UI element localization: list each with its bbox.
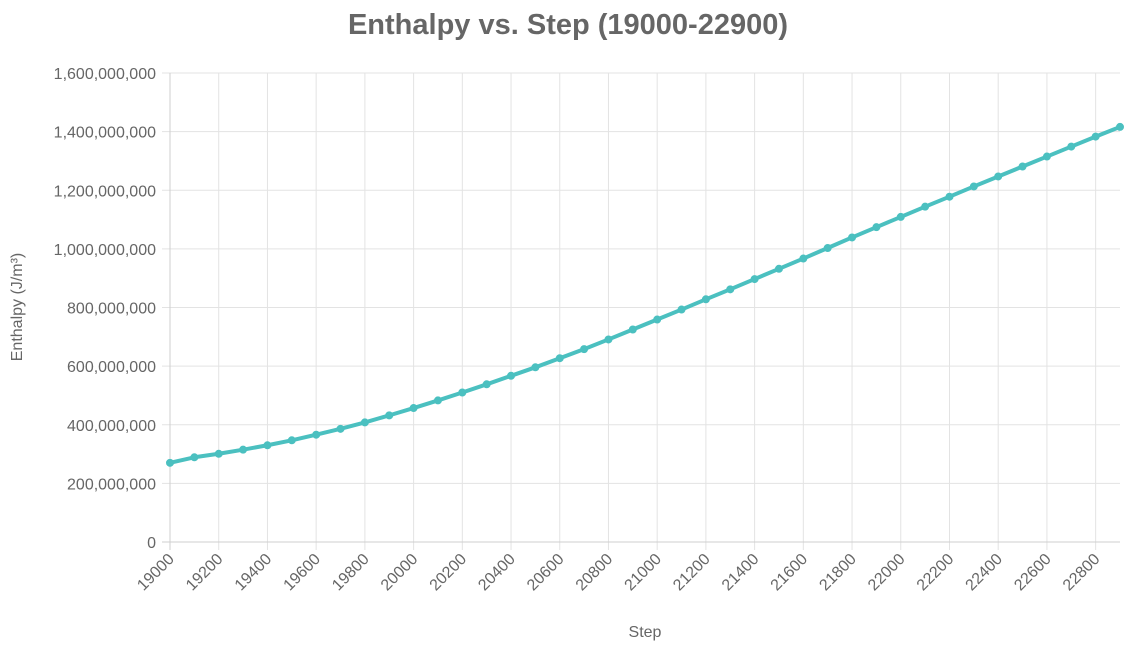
x-tick-label: 21200 — [670, 551, 714, 595]
data-point[interactable] — [336, 424, 345, 433]
x-tick-label: 20000 — [378, 551, 422, 595]
x-tick-label: 21400 — [719, 551, 763, 595]
y-tick-label: 1,600,000,000 — [54, 66, 156, 83]
data-point[interactable] — [726, 285, 735, 294]
y-tick-label: 0 — [147, 535, 156, 552]
x-tick-label: 19400 — [232, 551, 276, 595]
axes — [162, 73, 1120, 550]
data-point[interactable] — [1042, 152, 1051, 161]
x-tick-label: 19000 — [134, 551, 178, 595]
data-point[interactable] — [994, 172, 1003, 181]
y-tick-label: 400,000,000 — [67, 418, 156, 435]
data-point[interactable] — [263, 441, 272, 450]
data-point[interactable] — [848, 233, 857, 242]
data-point[interactable] — [482, 380, 491, 389]
data-point[interactable] — [921, 202, 930, 211]
x-tick-label: 22000 — [865, 551, 909, 595]
data-point[interactable] — [458, 388, 467, 397]
data-point[interactable] — [604, 335, 613, 344]
data-point[interactable] — [507, 371, 516, 380]
x-tick-label: 19800 — [329, 551, 373, 595]
data-point[interactable] — [433, 396, 442, 405]
y-axis-label: Enthalpy (J/m³) — [9, 253, 26, 361]
data-point[interactable] — [1067, 142, 1076, 151]
data-point[interactable] — [1116, 122, 1124, 131]
data-point[interactable] — [166, 458, 174, 467]
y-tick-label: 200,000,000 — [67, 476, 156, 493]
y-tick-labels: 0 200,000,000 400,000,000 600,000,000 800,00… — [54, 66, 156, 552]
x-tick-label: 22600 — [1011, 551, 1055, 595]
data-point[interactable] — [190, 453, 199, 462]
data-point[interactable] — [409, 404, 418, 413]
data-point[interactable] — [385, 411, 394, 420]
data-point[interactable] — [945, 192, 954, 201]
series-enthalpy — [166, 122, 1124, 467]
data-point[interactable] — [750, 275, 759, 284]
data-point[interactable] — [239, 445, 248, 454]
data-point[interactable] — [555, 354, 564, 363]
data-point[interactable] — [653, 315, 662, 324]
x-tick-label: 20800 — [573, 551, 617, 595]
x-tick-label: 20200 — [427, 551, 471, 595]
data-point[interactable] — [823, 243, 832, 252]
x-tick-label: 19200 — [183, 551, 227, 595]
data-point[interactable] — [1018, 162, 1027, 171]
x-tick-label: 19600 — [280, 551, 324, 595]
data-point[interactable] — [312, 430, 321, 439]
data-point[interactable] — [360, 418, 369, 427]
series-line — [168, 124, 1122, 465]
grid-lines — [162, 72, 1120, 550]
y-tick-label: 600,000,000 — [67, 359, 156, 376]
data-point[interactable] — [214, 449, 223, 458]
x-tick-label: 20600 — [524, 551, 568, 595]
data-point[interactable] — [531, 363, 540, 372]
data-point[interactable] — [677, 305, 686, 314]
data-point[interactable] — [774, 264, 783, 273]
data-point[interactable] — [701, 295, 710, 304]
data-point[interactable] — [896, 212, 905, 221]
y-tick-label: 1,200,000,000 — [54, 183, 156, 200]
y-tick-label: 1,000,000,000 — [54, 242, 156, 259]
x-tick-label: 21600 — [768, 551, 812, 595]
data-point[interactable] — [580, 345, 589, 354]
data-point[interactable] — [969, 182, 978, 191]
x-tick-label: 21800 — [816, 551, 860, 595]
data-point[interactable] — [872, 223, 881, 232]
x-tick-label: 21000 — [622, 551, 666, 595]
y-tick-label: 800,000,000 — [67, 301, 156, 318]
x-axis-label: Step — [629, 624, 662, 641]
data-point[interactable] — [628, 325, 637, 334]
y-tick-label: 1,400,000,000 — [54, 125, 156, 142]
x-tick-label: 20400 — [475, 551, 519, 595]
data-point[interactable] — [1091, 132, 1100, 141]
x-tick-labels: 19000 19200 19400 19600 19800 20000 20200 20400… — [134, 551, 1103, 595]
x-tick-label: 22400 — [963, 551, 1007, 595]
data-point[interactable] — [799, 254, 808, 263]
x-tick-label: 22200 — [914, 551, 958, 595]
data-point[interactable] — [287, 436, 296, 445]
x-tick-label: 22800 — [1060, 551, 1104, 595]
chart-title: Enthalpy vs. Step (19000-22900) — [348, 9, 788, 41]
